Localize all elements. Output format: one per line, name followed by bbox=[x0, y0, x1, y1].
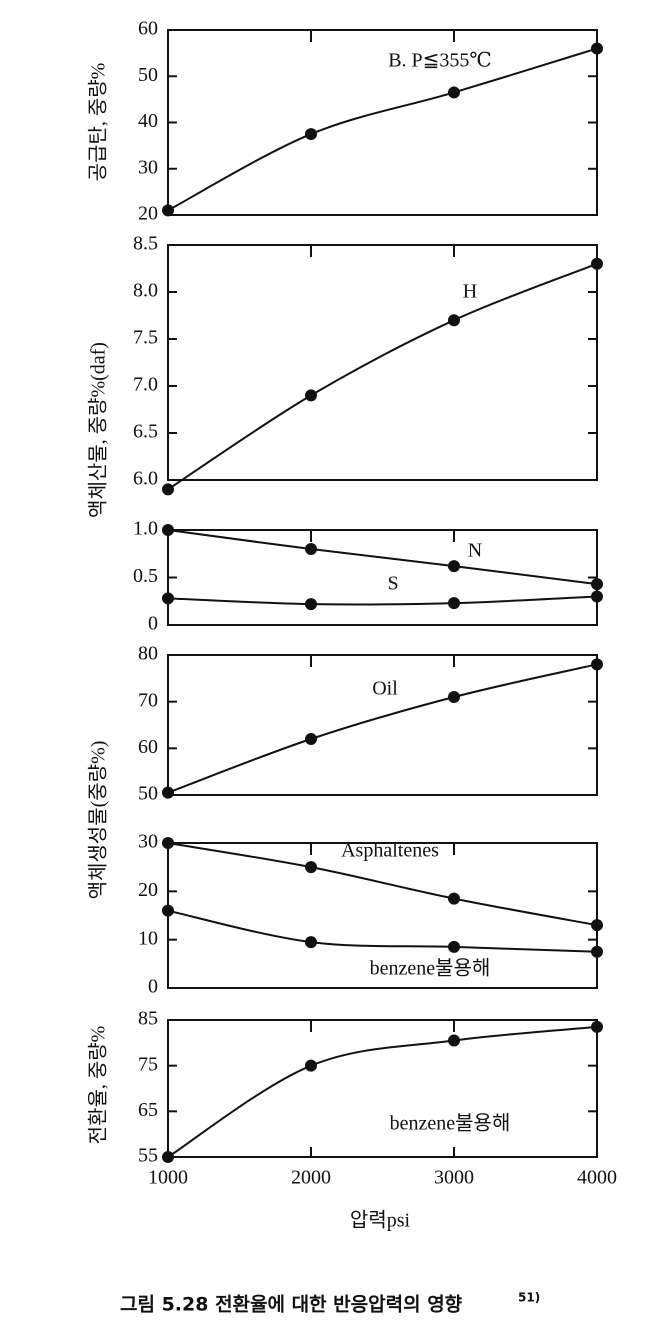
data-point bbox=[591, 257, 603, 270]
data-point bbox=[448, 691, 460, 703]
x-tick-label: 1000 bbox=[148, 1167, 188, 1189]
y-tick-label: 8.5 bbox=[133, 233, 158, 255]
series-label: H bbox=[463, 281, 477, 303]
caption: 그림 5.28 전환율에 대한 반응압력의 영향 bbox=[120, 1294, 463, 1316]
series-label: benzene불용해 bbox=[390, 1112, 511, 1135]
x-tick-label: 4000 bbox=[577, 1167, 617, 1189]
y-tick-label: 7.0 bbox=[133, 374, 158, 396]
y-tick-label: 20 bbox=[138, 879, 158, 901]
data-point bbox=[448, 560, 460, 573]
plot-frame bbox=[167, 1019, 598, 1158]
data-point bbox=[591, 578, 603, 591]
y-tick-label: 10 bbox=[138, 927, 158, 949]
y-tick-label: 30 bbox=[138, 156, 158, 178]
y-tick-label: 40 bbox=[138, 110, 158, 132]
data-point bbox=[162, 524, 174, 536]
y-axis-label: 전환율, 중량% bbox=[87, 1026, 110, 1145]
data-point bbox=[162, 786, 174, 799]
data-point bbox=[162, 837, 174, 849]
data-point bbox=[305, 936, 317, 949]
data-point bbox=[162, 592, 174, 605]
y-axis-label: 공급탄, 중량% bbox=[87, 63, 110, 182]
series-line bbox=[167, 909, 598, 953]
series-line bbox=[167, 262, 598, 491]
y-axis-label: 액체생성물(중량%) bbox=[87, 741, 110, 900]
data-point bbox=[591, 1020, 603, 1033]
data-point bbox=[305, 543, 317, 555]
y-tick-label: 0.5 bbox=[133, 565, 158, 587]
data-point bbox=[448, 940, 460, 953]
data-point bbox=[162, 204, 174, 217]
y-tick-label: 65 bbox=[138, 1099, 158, 1121]
data-point bbox=[448, 314, 460, 327]
data-point bbox=[162, 1151, 174, 1163]
data-point bbox=[591, 42, 603, 55]
y-tick-label: 60 bbox=[138, 18, 158, 40]
data-point bbox=[305, 389, 317, 402]
y-tick-label: 20 bbox=[138, 203, 158, 225]
series-label: benzene불용해 bbox=[370, 957, 491, 980]
series-line bbox=[167, 663, 598, 794]
series-label: Oil bbox=[372, 678, 398, 700]
series-line bbox=[167, 1025, 598, 1158]
x-tick-label: 2000 bbox=[291, 1167, 331, 1189]
data-point bbox=[305, 733, 317, 745]
x-tick-label: 3000 bbox=[434, 1167, 474, 1189]
y-axis-label: 액체산물, 중량%(daf) bbox=[87, 342, 110, 518]
y-tick-label: 0 bbox=[148, 976, 158, 998]
y-tick-label: 30 bbox=[138, 831, 158, 853]
series-line bbox=[167, 47, 598, 212]
plot-frame bbox=[167, 654, 598, 796]
series-label: B. P≦355℃ bbox=[388, 50, 492, 72]
data-point bbox=[162, 904, 174, 917]
y-tick-label: 80 bbox=[138, 643, 158, 665]
y-tick-label: 7.5 bbox=[133, 327, 158, 349]
y-tick-label: 1.0 bbox=[133, 518, 158, 540]
series-line bbox=[167, 529, 598, 586]
x-axis-label: 압력psi bbox=[350, 1209, 411, 1232]
y-tick-label: 75 bbox=[138, 1053, 158, 1075]
data-point bbox=[591, 590, 603, 603]
series-label: Asphaltenes bbox=[341, 840, 439, 862]
data-point bbox=[448, 1034, 460, 1047]
plot-frame bbox=[167, 244, 598, 481]
y-tick-label: 55 bbox=[138, 1145, 158, 1167]
series-label: S bbox=[387, 573, 398, 595]
series-line bbox=[167, 842, 598, 927]
series-line bbox=[167, 595, 598, 606]
y-tick-label: 85 bbox=[138, 1008, 158, 1030]
plot-frame bbox=[167, 529, 598, 626]
y-tick-label: 6.5 bbox=[133, 421, 158, 443]
y-tick-label: 70 bbox=[138, 689, 158, 711]
data-point bbox=[448, 892, 460, 905]
y-tick-label: 0 bbox=[148, 613, 158, 635]
plot-frame bbox=[167, 29, 598, 216]
data-point bbox=[305, 598, 317, 611]
y-tick-label: 50 bbox=[138, 64, 158, 86]
data-point bbox=[448, 86, 460, 99]
y-tick-label: 8.0 bbox=[133, 280, 158, 302]
data-point bbox=[305, 128, 317, 141]
data-point bbox=[591, 919, 603, 932]
data-point bbox=[305, 1059, 317, 1072]
data-point bbox=[448, 597, 460, 610]
data-point bbox=[591, 658, 603, 671]
data-point bbox=[305, 861, 317, 874]
y-tick-label: 50 bbox=[138, 783, 158, 805]
data-point bbox=[591, 945, 603, 958]
data-point bbox=[162, 483, 174, 496]
caption-ref: 51) bbox=[518, 1291, 540, 1305]
series-label: N bbox=[468, 540, 482, 562]
y-tick-label: 60 bbox=[138, 736, 158, 758]
y-tick-label: 6.0 bbox=[133, 468, 158, 490]
